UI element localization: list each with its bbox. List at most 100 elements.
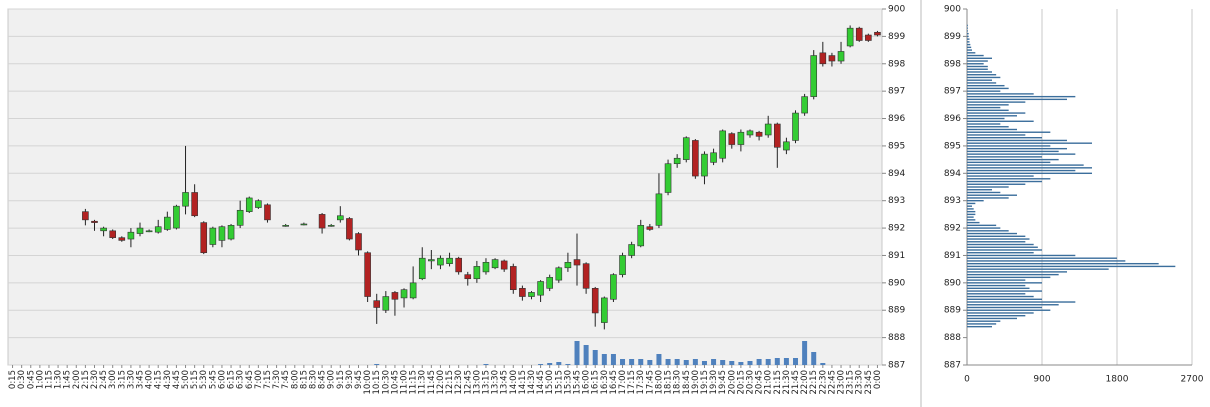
bar [967,243,1034,246]
y-tick-label: 890 [888,278,905,288]
volume-bar [729,361,735,365]
x-tick-label: 19:15 [700,370,710,395]
candle-body [591,288,599,314]
bar [967,221,980,224]
y-tick-label: 888 [888,333,905,343]
bar [967,98,1067,101]
x-tick-label: 0 [964,375,970,385]
bar [967,232,1017,235]
x-tick-label: 2700 [1181,375,1204,385]
x-tick-label: 6:00 [217,370,227,389]
bar [967,117,1005,120]
y-tick-label: 887 [944,361,961,371]
y-tick-label: 893 [944,196,961,206]
bar [967,276,1051,279]
bar [967,186,1009,188]
x-tick-label: 19:45 [718,370,728,395]
x-tick-label: 0:00 [873,370,883,389]
bar [967,309,1051,311]
bar [967,106,1001,109]
volume-bar [601,354,607,365]
bar [967,230,1009,232]
bar [967,260,1126,262]
x-tick-label: 21:00 [764,370,774,395]
bar [967,87,1009,90]
bar [967,235,1026,237]
bar [967,60,988,62]
plot-area [7,8,883,366]
x-tick-label: 18:45 [682,370,692,395]
candle-body [874,31,881,36]
candle-body [400,289,408,299]
candle-body [109,230,116,238]
candle-body [191,192,198,217]
volume-bar [802,341,808,365]
volume-bar [565,364,571,365]
bar [967,262,1159,265]
candle-body [100,227,107,232]
y-tick-label: 895 [888,141,905,151]
bar [967,38,970,40]
candle-body [737,131,745,145]
candle-body [710,152,717,163]
candle-body [154,226,162,233]
candle-body [582,263,590,289]
bar [967,189,992,191]
candle-body [136,227,144,234]
y-tick-label: 898 [944,59,961,69]
volume-bar [720,360,726,365]
volume-bar [610,354,616,365]
candle-body [637,225,645,247]
volume-bar [592,350,598,365]
x-tick-label: 2:30 [90,370,100,389]
x-tick-label: 23:45 [864,370,874,395]
candle-body [819,52,827,65]
candle-body [91,220,98,223]
y-tick-label: 897 [944,87,961,97]
x-tick-label: 0:45 [26,370,36,389]
x-tick-label: 10:45 [390,370,400,395]
candle-body [655,193,663,226]
bar [967,167,1092,169]
x-tick-label: 11:15 [409,370,419,395]
x-tick-label: 9:45 [354,370,364,389]
x-tick-label: 1:45 [63,370,73,389]
bar [967,128,1017,131]
x-tick-label: 16:45 [609,370,619,395]
bar [967,194,1017,196]
candle-body [173,205,180,229]
candle-body [473,266,481,280]
candle-body [300,223,308,226]
candle-body [828,55,836,62]
bar [967,82,997,84]
x-tick-label: 12:30 [454,370,464,395]
bar [967,295,1034,298]
volume-bar [756,359,762,365]
bar [967,43,971,46]
bar [967,202,976,205]
candle-body [327,225,335,227]
y-tick-label: 891 [888,251,905,261]
bar [967,210,976,213]
x-tick-label: 17:00 [618,370,628,395]
x-tick-label: 13:15 [481,370,491,395]
x-tick-label: 14:00 [509,370,519,395]
bar [967,71,992,73]
bar [967,90,1001,92]
volume-bar [656,354,662,365]
candle-body [682,137,690,160]
candle-body [601,297,608,323]
candle-body [127,231,135,240]
bar [967,268,1109,270]
x-tick-label: 9:30 [345,370,355,389]
x-tick-label: 17:45 [645,370,655,395]
x-tick-label: 12:15 [445,370,455,395]
bar [967,30,968,32]
candle-body [391,292,399,300]
x-tick-label: 19:30 [709,370,719,395]
candle-body [801,96,808,114]
bar [967,219,976,221]
bar [967,323,997,325]
x-tick-label: 14:45 [536,370,546,395]
